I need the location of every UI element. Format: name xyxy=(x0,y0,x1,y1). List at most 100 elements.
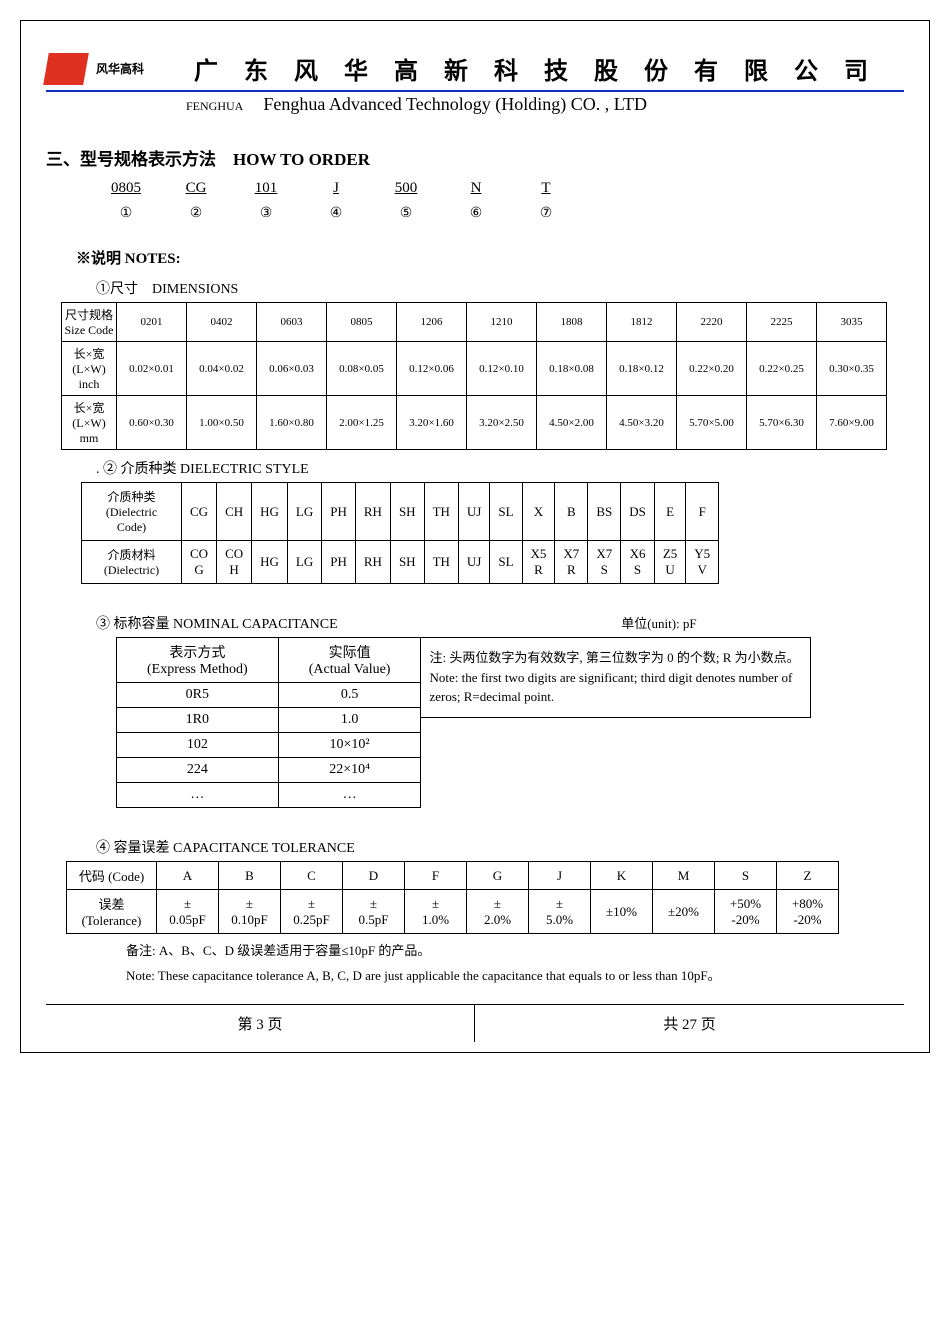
cell: 1.00×0.50 xyxy=(187,396,257,450)
cell: 长×宽 (L×W) inch xyxy=(62,342,117,396)
sub-header: FENGHUA Fenghua Advanced Technology (Hol… xyxy=(46,94,904,115)
cell: 0201 xyxy=(117,303,187,342)
page-number: 第 3 页 xyxy=(46,1005,475,1042)
cell: 尺寸规格 Size Code xyxy=(62,303,117,342)
cell: CH xyxy=(217,483,252,541)
dielectric-label: . ② 介质种类 DIELECTRIC STYLE xyxy=(96,458,904,478)
cell: TH xyxy=(424,541,458,584)
cell: +50% -20% xyxy=(715,890,777,934)
cell: 误差 (Tolerance) xyxy=(67,890,157,934)
cell: 0.22×0.25 xyxy=(747,342,817,396)
cell: CG xyxy=(182,483,217,541)
cell: G xyxy=(467,862,529,890)
notes-label: ※说明 NOTES: xyxy=(76,247,904,268)
cell: DS xyxy=(621,483,655,541)
cell: 5.70×5.00 xyxy=(677,396,747,450)
cell: PH xyxy=(322,483,356,541)
dimensions-label: ①尺寸 DIMENSIONS xyxy=(96,278,904,298)
cell: 22×10⁴ xyxy=(278,758,421,783)
cell: 0.22×0.20 xyxy=(677,342,747,396)
logo-icon xyxy=(43,53,89,85)
cell: 0.08×0.05 xyxy=(327,342,397,396)
order-number: ① xyxy=(106,205,146,222)
cell: 表示方式 (Express Method) xyxy=(117,638,279,683)
cell: Z5 U xyxy=(654,541,685,584)
cell: 0805 xyxy=(327,303,397,342)
cell: B xyxy=(219,862,281,890)
order-number: ④ xyxy=(316,205,356,222)
cell: ± 2.0% xyxy=(467,890,529,934)
cell: LG xyxy=(287,483,321,541)
tolerance-label: ④ 容量误差 CAPACITANCE TOLERANCE xyxy=(96,837,904,857)
cell: X7 R xyxy=(555,541,588,584)
cell: 0.12×0.10 xyxy=(467,342,537,396)
cell: 0.5 xyxy=(278,683,421,708)
cell: ±20% xyxy=(653,890,715,934)
cell: 1R0 xyxy=(117,708,279,733)
cell: SL xyxy=(490,483,522,541)
cell: +80% -20% xyxy=(777,890,839,934)
cell: 0.18×0.08 xyxy=(537,342,607,396)
cell: C xyxy=(281,862,343,890)
cell: 7.60×9.00 xyxy=(817,396,887,450)
cell: HG xyxy=(252,483,288,541)
order-part: T xyxy=(526,180,566,197)
cell: 0.06×0.03 xyxy=(257,342,327,396)
footer: 第 3 页 共 27 页 xyxy=(46,1004,904,1042)
order-number: ⑦ xyxy=(526,205,566,222)
cell: 0.18×0.12 xyxy=(607,342,677,396)
cell: SH xyxy=(390,483,424,541)
brand-en: FENGHUA xyxy=(186,99,243,114)
cell: SH xyxy=(390,541,424,584)
cell: 0.12×0.06 xyxy=(397,342,467,396)
cell: … xyxy=(117,783,279,808)
total-pages: 共 27 页 xyxy=(475,1005,904,1042)
order-number: ② xyxy=(176,205,216,222)
cell: LG xyxy=(287,541,321,584)
cell: 3.20×2.50 xyxy=(467,396,537,450)
cell: 102 xyxy=(117,733,279,758)
cell: RH xyxy=(355,541,390,584)
cell: ± 5.0% xyxy=(529,890,591,934)
cell: 1808 xyxy=(537,303,607,342)
cell: 0603 xyxy=(257,303,327,342)
cell: 4.50×2.00 xyxy=(537,396,607,450)
cell: UJ xyxy=(458,541,489,584)
cell: ± 1.0% xyxy=(405,890,467,934)
cell: 1206 xyxy=(397,303,467,342)
cell: BS xyxy=(588,483,621,541)
cell: 1.0 xyxy=(278,708,421,733)
order-part: 0805 xyxy=(106,180,146,197)
cell: ± 0.05pF xyxy=(157,890,219,934)
order-num-row: ①②③④⑤⑥⑦ xyxy=(106,205,904,222)
cell: 224 xyxy=(117,758,279,783)
cell: 1210 xyxy=(467,303,537,342)
cell: 0402 xyxy=(187,303,257,342)
cell: F xyxy=(405,862,467,890)
cell: ± 0.25pF xyxy=(281,890,343,934)
cell: 0.30×0.35 xyxy=(817,342,887,396)
cell: X5 R xyxy=(522,541,555,584)
order-part: 101 xyxy=(246,180,286,197)
cell: 4.50×3.20 xyxy=(607,396,677,450)
cell: RH xyxy=(355,483,390,541)
cell: 10×10² xyxy=(278,733,421,758)
cell: Y5 V xyxy=(686,541,719,584)
order-number: ⑥ xyxy=(456,205,496,222)
cell: ±10% xyxy=(591,890,653,934)
nominal-note-en: Note: the first two digits are significa… xyxy=(429,668,802,707)
cell: HG xyxy=(252,541,288,584)
tolerance-table: 代码 (Code)ABCDFGJKMSZ误差 (Tolerance)± 0.05… xyxy=(66,861,839,934)
cell: ± 0.5pF xyxy=(343,890,405,934)
cell: PH xyxy=(322,541,356,584)
cell: 2220 xyxy=(677,303,747,342)
cell: 3035 xyxy=(817,303,887,342)
cell: Z xyxy=(777,862,839,890)
nominal-label: ③ 标称容量 NOMINAL CAPACITANCE 单位(unit): pF xyxy=(96,613,904,633)
cell: SL xyxy=(490,541,522,584)
cell: TH xyxy=(424,483,458,541)
cell: 0.04×0.02 xyxy=(187,342,257,396)
cell: 0.60×0.30 xyxy=(117,396,187,450)
cell: J xyxy=(529,862,591,890)
dimensions-table: 尺寸规格 Size Code02010402060308051206121018… xyxy=(61,302,887,450)
